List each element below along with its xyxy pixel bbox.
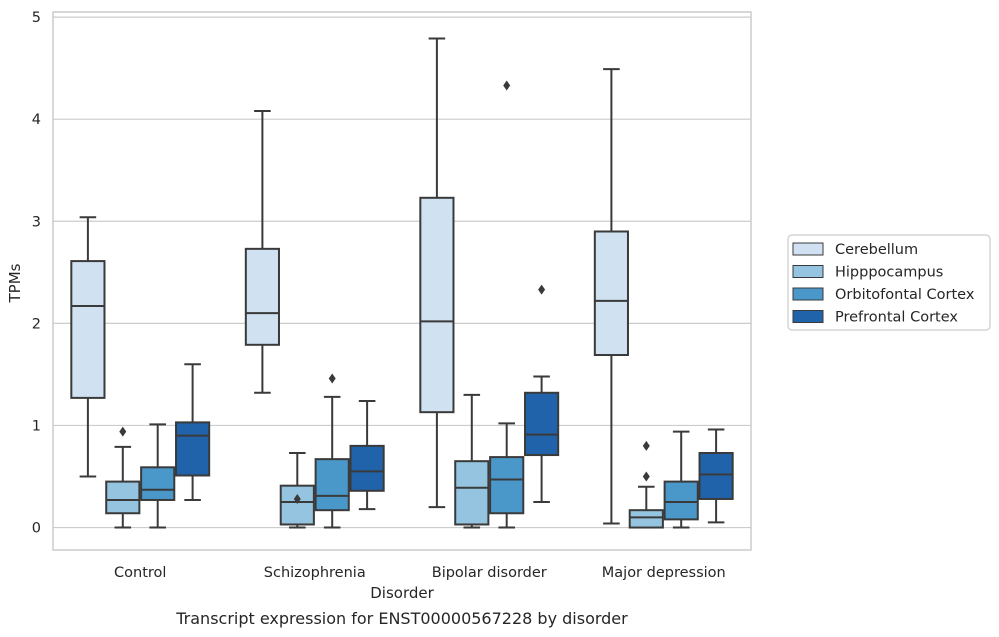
x-tick-label: Schizophrenia [264, 565, 366, 581]
box-iqr [175, 421, 211, 477]
x-tick-labels: Control Schizophrenia Bipolar disorder Majo… [114, 565, 726, 581]
box-iqr [419, 196, 455, 414]
box-cerebellum [244, 110, 280, 394]
legend-label: Orbitofontal Cortex [835, 287, 975, 303]
box-hipppocampus [454, 393, 490, 529]
y-tick-label: 2 [32, 316, 41, 332]
box-iqr [489, 456, 525, 515]
y-tick-label: 4 [32, 112, 41, 128]
outlier-marker [119, 426, 127, 437]
outlier-marker [538, 284, 546, 295]
box-iqr [524, 391, 560, 457]
box-iqr [244, 247, 280, 346]
box-hipppocampus [105, 426, 141, 529]
box-iqr [140, 466, 176, 501]
legend-swatch [792, 242, 824, 256]
box-iqr [105, 480, 141, 515]
box-cerebellum [419, 37, 455, 509]
box-iqr [314, 458, 350, 512]
box-orbitofontal-cortex [489, 80, 525, 529]
legend-label: Hipppocampus [835, 265, 943, 281]
x-axis-label: Disorder [370, 584, 434, 602]
box-prefrontal-cortex [698, 428, 734, 524]
box-iqr [663, 480, 699, 521]
box-hipppocampus [279, 452, 315, 529]
x-tick-label: Bipolar disorder [432, 565, 547, 581]
plot-frame [52, 11, 752, 551]
legend-label: Prefrontal Cortex [835, 310, 958, 326]
y-tick-labels: 0 1 2 3 4 5 [32, 10, 41, 536]
box-orbitofontal-cortex [140, 423, 176, 529]
box-orbitofontal-cortex [663, 430, 699, 529]
outlier-marker [293, 493, 301, 504]
outlier-marker [642, 471, 650, 482]
box-cerebellum [593, 68, 629, 525]
box-iqr [698, 452, 734, 500]
box-prefrontal-cortex [524, 284, 560, 504]
box-prefrontal-cortex [175, 363, 211, 501]
box-iqr [349, 444, 385, 492]
chart-caption: Transcript expression for ENST0000056722… [175, 609, 628, 628]
box-prefrontal-cortex [349, 399, 385, 511]
y-tick-label: 0 [32, 521, 41, 537]
outlier-marker [328, 373, 336, 384]
outlier-marker [642, 440, 650, 451]
box-iqr [628, 509, 664, 529]
box-iqr [454, 460, 490, 526]
legend-frame [787, 234, 991, 331]
box-cerebellum [70, 216, 106, 478]
box-iqr [593, 230, 629, 357]
x-tick-label: Control [114, 565, 166, 581]
y-tick-label: 1 [32, 418, 41, 434]
x-tick-label: Major depression [602, 565, 726, 581]
outlier-marker [503, 80, 511, 91]
y-tick-label: 5 [32, 10, 41, 26]
box-iqr [70, 260, 106, 399]
legend: Cerebellum Hipppocampus Orbitofontal Corte… [787, 234, 991, 331]
legend-swatch [792, 310, 824, 323]
y-tick-label: 3 [32, 214, 41, 230]
legend-swatch [792, 287, 824, 301]
box-iqr [279, 484, 315, 526]
box-hipppocampus [628, 440, 664, 529]
y-axis-label: TPMs [6, 263, 24, 303]
box-orbitofontal-cortex [314, 373, 350, 529]
box-groups [70, 37, 734, 529]
legend-label: Cerebellum [835, 242, 918, 258]
legend-swatch [792, 265, 824, 278]
